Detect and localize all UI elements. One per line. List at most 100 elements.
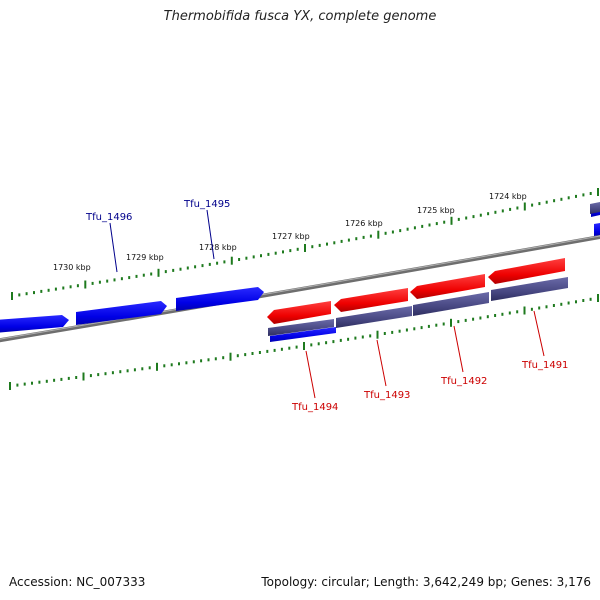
major-tick — [11, 292, 13, 300]
minor-tick — [289, 249, 292, 253]
minor-tick — [472, 215, 475, 219]
minor-tick — [325, 341, 328, 345]
minor-tick — [62, 286, 65, 290]
minor-tick — [23, 382, 26, 386]
minor-tick — [185, 361, 188, 365]
scale-label: 1727 kbp — [272, 232, 310, 241]
minor-tick — [69, 285, 72, 289]
minor-tick — [54, 287, 57, 291]
gene-label-tfu-1495[interactable]: Tfu_1495 — [183, 199, 230, 210]
minor-tick — [457, 320, 460, 324]
minor-tick — [494, 314, 497, 317]
gene-arrow-reverse[interactable] — [488, 258, 565, 284]
leader-line — [376, 339, 387, 387]
minor-tick — [18, 293, 21, 297]
backbone-highlight — [0, 235, 600, 340]
minor-tick — [575, 300, 577, 304]
minor-tick — [45, 379, 48, 383]
minor-tick — [128, 276, 131, 280]
gene-label-tfu-1493[interactable]: Tfu_1493 — [363, 390, 410, 401]
minor-tick — [428, 223, 431, 227]
minor-tick — [148, 366, 151, 370]
minor-tick — [362, 235, 365, 239]
minor-tick — [111, 371, 114, 375]
minor-tick — [186, 266, 189, 270]
minor-tick — [76, 284, 79, 288]
minor-tick — [245, 256, 248, 260]
forward-genes — [0, 203, 600, 333]
minor-tick — [545, 200, 548, 204]
minor-tick — [25, 292, 28, 296]
gene-arrow-forward[interactable] — [594, 223, 600, 236]
gene-label-tfu-1496[interactable]: Tfu_1496 — [85, 212, 132, 223]
minor-tick — [589, 192, 592, 195]
major-tick — [450, 216, 453, 225]
minor-tick — [251, 352, 254, 355]
minor-tick — [398, 329, 401, 333]
gene-label-tfu-1491[interactable]: Tfu_1491 — [521, 360, 568, 371]
minor-tick — [318, 243, 321, 247]
minor-tick — [16, 383, 19, 387]
major-tick — [9, 382, 11, 390]
minor-tick — [67, 376, 70, 380]
minor-tick — [355, 237, 358, 241]
minor-tick — [391, 230, 394, 234]
minor-tick — [53, 378, 56, 382]
minor-tick — [582, 193, 585, 197]
minor-tick — [421, 224, 424, 228]
major-tick — [84, 280, 87, 289]
feature-block[interactable] — [413, 292, 489, 316]
feature-block[interactable] — [268, 319, 334, 336]
scale-label: 1725 kbp — [417, 206, 455, 215]
major-tick — [376, 330, 379, 339]
minor-tick — [457, 217, 460, 221]
feature-block[interactable] — [590, 202, 600, 214]
gene-label-tfu-1494[interactable]: Tfu_1494 — [291, 402, 338, 413]
minor-tick — [391, 330, 394, 334]
feature-block[interactable] — [491, 277, 568, 301]
minor-tick — [538, 202, 541, 206]
major-tick — [377, 230, 380, 239]
minor-tick — [435, 222, 438, 226]
minor-tick — [200, 359, 203, 363]
minor-tick — [258, 351, 261, 354]
feature-block[interactable] — [336, 306, 412, 328]
feature-blocks — [268, 202, 600, 342]
gene-arrow-reverse[interactable] — [334, 288, 408, 312]
gene-arrow-reverse[interactable] — [267, 301, 331, 324]
minor-tick — [222, 356, 225, 360]
minor-tick — [244, 353, 247, 357]
feature-block-blue[interactable] — [270, 327, 336, 342]
gene-label-tfu-1492[interactable]: Tfu_1492 — [440, 376, 487, 387]
gene-arrow-forward[interactable] — [76, 301, 167, 325]
minor-tick — [280, 347, 283, 351]
minor-tick — [133, 368, 136, 372]
minor-tick — [479, 316, 482, 320]
major-tick — [597, 294, 599, 302]
scale-label: 1726 kbp — [345, 219, 383, 228]
minor-tick — [531, 203, 534, 207]
minor-tick — [340, 239, 343, 243]
gene-arrow-forward[interactable] — [0, 315, 69, 333]
gene-labels: Tfu_1496 Tfu_1495 Tfu_1494 Tfu_1493 Tfu_… — [85, 199, 568, 413]
gene-arrow-forward[interactable] — [176, 287, 264, 311]
minor-tick — [47, 288, 50, 292]
minor-tick — [310, 343, 313, 347]
major-tick — [229, 352, 232, 361]
minor-tick — [40, 289, 43, 293]
major-tick — [303, 342, 305, 350]
minor-tick — [420, 326, 423, 330]
minor-tick — [274, 251, 277, 255]
minor-tick — [332, 340, 335, 344]
minor-tick — [104, 372, 107, 376]
minor-tick — [487, 212, 490, 216]
minor-tick — [266, 349, 269, 353]
minor-tick — [406, 227, 409, 231]
minor-tick — [399, 229, 402, 233]
reverse-genes — [267, 258, 565, 324]
minor-tick — [317, 342, 320, 346]
minor-tick — [31, 381, 33, 385]
gene-arrow-reverse[interactable] — [410, 274, 485, 299]
minor-tick — [201, 264, 204, 268]
scale-label: 1728 kbp — [199, 243, 237, 252]
